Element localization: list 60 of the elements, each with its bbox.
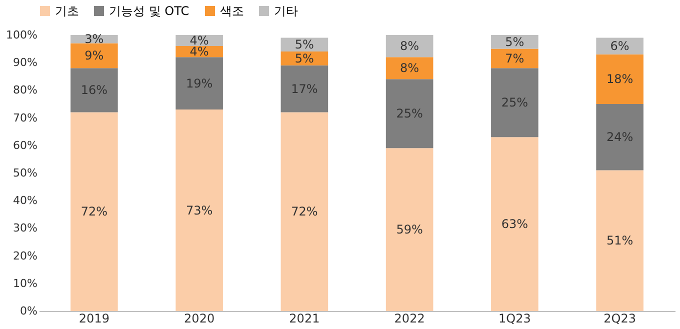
data-label: 19% bbox=[186, 76, 213, 90]
y-tick-label: 10% bbox=[13, 276, 38, 290]
x-tick-label: 1Q23 bbox=[498, 312, 531, 326]
bar bbox=[70, 68, 118, 112]
data-label: 5% bbox=[294, 51, 314, 66]
bar bbox=[386, 35, 434, 58]
y-tick-label: 0% bbox=[20, 304, 38, 318]
bar bbox=[491, 68, 538, 138]
bar bbox=[176, 110, 223, 311]
x-tick-label: 2019 bbox=[78, 312, 110, 326]
data-label: 8% bbox=[400, 39, 420, 54]
data-label: 5% bbox=[294, 38, 314, 52]
data-label: 73% bbox=[186, 203, 213, 218]
data-label: 18% bbox=[606, 72, 634, 86]
data-label: 25% bbox=[501, 96, 528, 110]
data-label: 9% bbox=[84, 48, 104, 63]
data-label: 7% bbox=[505, 51, 524, 66]
data-label: 72% bbox=[291, 204, 318, 219]
data-label: 5% bbox=[505, 34, 524, 49]
x-tick-label: 2Q23 bbox=[604, 312, 636, 326]
y-tick-label: 20% bbox=[13, 249, 38, 262]
data-label: 51% bbox=[606, 234, 634, 248]
data-label: 8% bbox=[400, 61, 420, 76]
y-tick-label: 100% bbox=[6, 28, 38, 42]
bar bbox=[596, 170, 644, 311]
data-label: 24% bbox=[606, 130, 634, 144]
y-tick-label: 90% bbox=[13, 56, 38, 70]
data-label: 63% bbox=[501, 217, 528, 232]
legend-label: 기타 bbox=[274, 4, 298, 18]
bar bbox=[70, 43, 118, 68]
bar bbox=[176, 57, 223, 110]
x-tick-label: 2020 bbox=[184, 312, 215, 326]
y-tick-label: 80% bbox=[13, 84, 38, 97]
bar bbox=[596, 54, 644, 104]
legend-label: 색조 bbox=[220, 4, 244, 18]
bar bbox=[280, 65, 328, 112]
legend-label: 기초 bbox=[55, 4, 79, 18]
bar bbox=[386, 148, 434, 311]
legend-label: 기능성 및 OTC bbox=[109, 4, 190, 18]
data-label: 16% bbox=[80, 83, 108, 98]
y-tick-label: 50% bbox=[13, 166, 38, 180]
y-tick-label: 70% bbox=[13, 111, 38, 124]
data-label: 72% bbox=[80, 204, 108, 219]
bar bbox=[596, 104, 644, 170]
data-label: 25% bbox=[396, 106, 423, 121]
data-label: 3% bbox=[84, 32, 104, 46]
x-tick-label: 2022 bbox=[394, 312, 425, 326]
bar bbox=[491, 137, 538, 311]
data-label: 6% bbox=[610, 39, 630, 54]
data-label: 59% bbox=[396, 222, 423, 237]
x-tick-label: 2021 bbox=[289, 312, 320, 326]
data-label: 17% bbox=[291, 82, 318, 96]
bar bbox=[386, 79, 434, 148]
bar bbox=[70, 112, 118, 311]
y-tick-label: 40% bbox=[13, 194, 38, 208]
bar bbox=[491, 48, 538, 68]
bar bbox=[280, 112, 328, 311]
bar bbox=[386, 57, 434, 80]
y-tick-label: 30% bbox=[13, 222, 38, 235]
y-tick-label: 60% bbox=[13, 138, 38, 152]
